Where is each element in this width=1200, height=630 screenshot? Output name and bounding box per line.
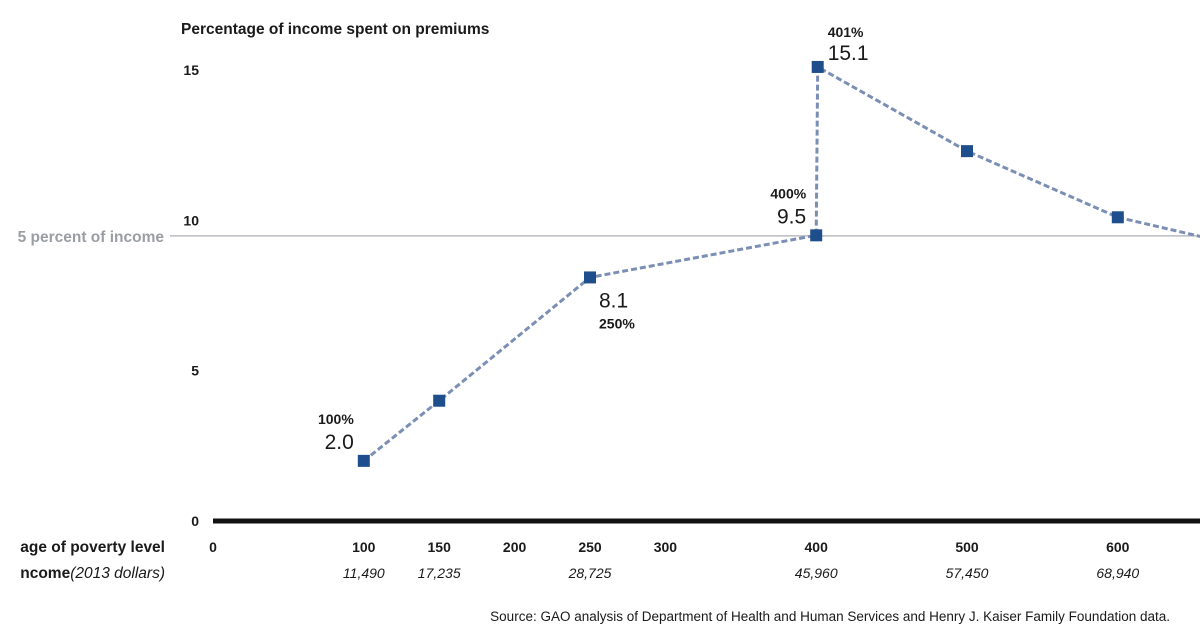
- series-markers: [357, 60, 1124, 467]
- annotation-percent: 401%: [828, 24, 864, 40]
- reference-line-label: 5 percent of income: [18, 229, 165, 246]
- x-axis-ticks: 0 100 11,490 150 17,235 200 250 28,725 300 400 45,…: [209, 539, 1139, 581]
- y-tick-label: 10: [183, 212, 199, 228]
- data-point-marker: [584, 271, 596, 284]
- x-tick-income-label: 57,450: [946, 565, 989, 581]
- annotation-value: 8.1: [599, 289, 628, 312]
- x-tick-income-label: 45,960: [795, 565, 838, 581]
- annotation-percent: 100%: [318, 411, 354, 427]
- x-tick-label: 200: [503, 539, 527, 555]
- y-axis-title: Percentage of income spent on premiums: [181, 21, 489, 38]
- x-tick-label: 0: [209, 539, 217, 555]
- data-point-marker: [1111, 211, 1124, 224]
- annotation-value: 9.5: [777, 205, 806, 228]
- data-point-marker: [811, 60, 824, 73]
- x-tick-label: 150: [428, 539, 452, 555]
- x-tick-income-label: 28,725: [568, 565, 612, 581]
- series-line: [362, 64, 1200, 463]
- income-label-bold: ncome: [20, 565, 70, 582]
- annotation-percent: 250%: [599, 315, 635, 331]
- annotation-percent: 400%: [770, 185, 806, 201]
- income-label-italic: (2013 dollars): [70, 565, 165, 582]
- y-axis-ticks: 0 5 10 15: [183, 62, 199, 529]
- x-tick-income-label: 68,940: [1096, 565, 1139, 581]
- data-point-marker: [357, 454, 370, 467]
- x-tick-label: 500: [955, 539, 979, 555]
- x-tick-label: 400: [805, 539, 829, 555]
- annotation-value: 2.0: [325, 431, 354, 454]
- x-tick-label: 300: [654, 539, 678, 555]
- data-point-marker: [810, 229, 823, 242]
- source-note: Source: GAO analysis of Department of He…: [490, 609, 1170, 624]
- y-tick-label: 0: [191, 513, 199, 529]
- x-axis-title: age of poverty level: [20, 539, 165, 556]
- y-tick-label: 5: [191, 363, 199, 379]
- x-tick-label: 600: [1106, 539, 1130, 555]
- x-axis-income-title: ncome(2013 dollars): [20, 565, 165, 582]
- data-point-marker: [961, 145, 973, 158]
- y-tick-label: 15: [183, 62, 199, 78]
- data-point-marker: [433, 394, 446, 407]
- point-annotations: 100% 2.0 250% 8.1 400% 9.5 401% 15.1: [318, 24, 869, 454]
- x-tick-label: 100: [352, 539, 376, 555]
- x-tick-income-label: 11,490: [343, 565, 385, 581]
- x-tick-income-label: 17,235: [418, 565, 461, 581]
- x-tick-label: 250: [578, 539, 602, 555]
- annotation-value: 15.1: [828, 42, 869, 65]
